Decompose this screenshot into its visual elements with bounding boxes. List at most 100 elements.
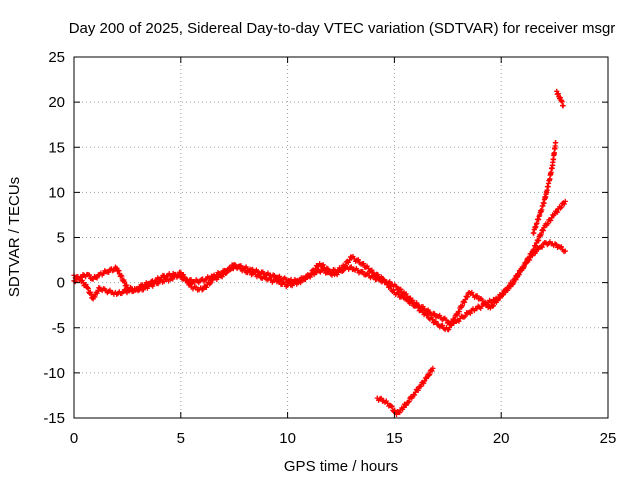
y-tick-label: 15 <box>48 139 65 156</box>
interpolated-point <box>510 280 517 286</box>
series-dip <box>374 365 436 417</box>
grid <box>74 57 608 418</box>
interpolated-point <box>535 237 542 243</box>
interpolated-point <box>329 269 335 275</box>
interpolated-point <box>500 292 506 298</box>
y-tick-labels: -15 -10 -5 0 5 10 15 20 25 <box>43 49 65 427</box>
y-tick-label: 0 <box>57 275 65 292</box>
x-tick-label: 20 <box>493 430 510 447</box>
interpolated-point <box>307 272 313 278</box>
y-axis-label: SDTVAR / TECUs <box>6 177 23 297</box>
series-late-cluster <box>554 88 566 109</box>
interpolated-point <box>404 296 411 302</box>
interpolated-point <box>529 251 535 257</box>
interpolated-point <box>106 269 112 275</box>
interpolated-point <box>494 298 500 304</box>
data-point <box>553 140 559 146</box>
interpolated-point <box>400 404 407 410</box>
x-axis-label: GPS time / hours <box>284 458 398 475</box>
interpolated-point <box>94 275 100 281</box>
interpolated-point <box>462 313 468 319</box>
interpolated-point <box>325 266 331 272</box>
interpolated-point <box>497 295 503 301</box>
interpolated-point <box>558 244 565 250</box>
interpolated-point <box>346 257 353 263</box>
interpolated-point <box>184 277 190 283</box>
interpolated-point <box>193 284 199 290</box>
y-tick-label: -15 <box>43 410 65 427</box>
interpolated-point <box>161 278 167 285</box>
interpolated-point <box>558 204 564 210</box>
interpolated-point <box>406 399 412 405</box>
data-point <box>560 103 566 109</box>
interpolated-point <box>312 266 318 272</box>
interpolated-point <box>538 231 544 237</box>
data-point <box>562 198 568 204</box>
interpolated-point <box>302 276 308 282</box>
interpolated-point <box>505 287 511 293</box>
interpolated-point <box>446 325 452 331</box>
interpolated-point <box>429 316 435 322</box>
interpolated-point <box>224 270 230 276</box>
x-tick-label: 5 <box>177 430 185 447</box>
interpolated-point <box>426 372 432 378</box>
interpolated-point <box>203 284 210 290</box>
interpolated-point <box>320 262 326 268</box>
series-main <box>71 239 568 326</box>
interpolated-point <box>409 299 415 306</box>
interpolated-point <box>85 285 91 292</box>
interpolated-point <box>83 281 89 288</box>
y-tick-label: 25 <box>48 49 65 66</box>
x-tick-label: 25 <box>600 430 617 447</box>
interpolated-point <box>418 383 424 389</box>
interpolated-point <box>111 267 117 273</box>
interpolated-point <box>452 316 458 322</box>
interpolated-point <box>449 322 455 328</box>
chart-title: Day 200 of 2025, Sidereal Day-to-day VTE… <box>69 20 616 37</box>
interpolated-point <box>465 294 471 300</box>
interpolated-point <box>388 403 394 409</box>
interpolated-point <box>474 293 480 299</box>
interpolated-point <box>540 227 546 234</box>
interpolated-point <box>389 404 395 410</box>
interpolated-point <box>398 286 404 292</box>
interpolated-point <box>395 291 402 297</box>
interpolated-point <box>526 254 533 260</box>
interpolated-point <box>439 322 446 328</box>
interpolated-point <box>86 272 92 278</box>
data-point <box>430 365 436 371</box>
interpolated-point <box>411 392 418 398</box>
x-tick-labels: 0 5 10 15 20 25 <box>70 430 617 447</box>
interpolated-point <box>429 368 435 374</box>
y-tick-label: 20 <box>48 94 65 111</box>
interpolated-point <box>180 272 187 278</box>
data-point <box>530 247 536 253</box>
interpolated-point <box>393 283 399 290</box>
data-point <box>562 248 568 254</box>
interpolated-point <box>116 267 122 274</box>
interpolated-point <box>467 310 474 316</box>
x-tick-label: 0 <box>70 430 78 447</box>
data-points <box>71 88 568 417</box>
interpolated-point <box>513 277 519 283</box>
interpolated-point <box>378 395 384 401</box>
interpolated-point <box>397 409 403 416</box>
interpolated-point <box>422 378 428 384</box>
interpolated-point <box>554 209 561 215</box>
interpolated-point <box>140 287 147 293</box>
interpolated-point <box>561 201 567 207</box>
interpolated-point <box>516 272 522 278</box>
ticks <box>73 56 609 419</box>
interpolated-point <box>129 285 135 292</box>
interpolated-point <box>308 271 314 277</box>
y-tick-label: -5 <box>52 320 65 337</box>
interpolated-point <box>533 243 539 249</box>
interpolated-point <box>461 299 468 305</box>
interpolated-point <box>479 297 485 303</box>
interpolated-point <box>425 312 431 318</box>
interpolated-point <box>557 205 564 211</box>
interpolated-point <box>170 276 176 282</box>
y-tick-label: 5 <box>57 230 65 247</box>
interpolated-point <box>523 261 529 267</box>
